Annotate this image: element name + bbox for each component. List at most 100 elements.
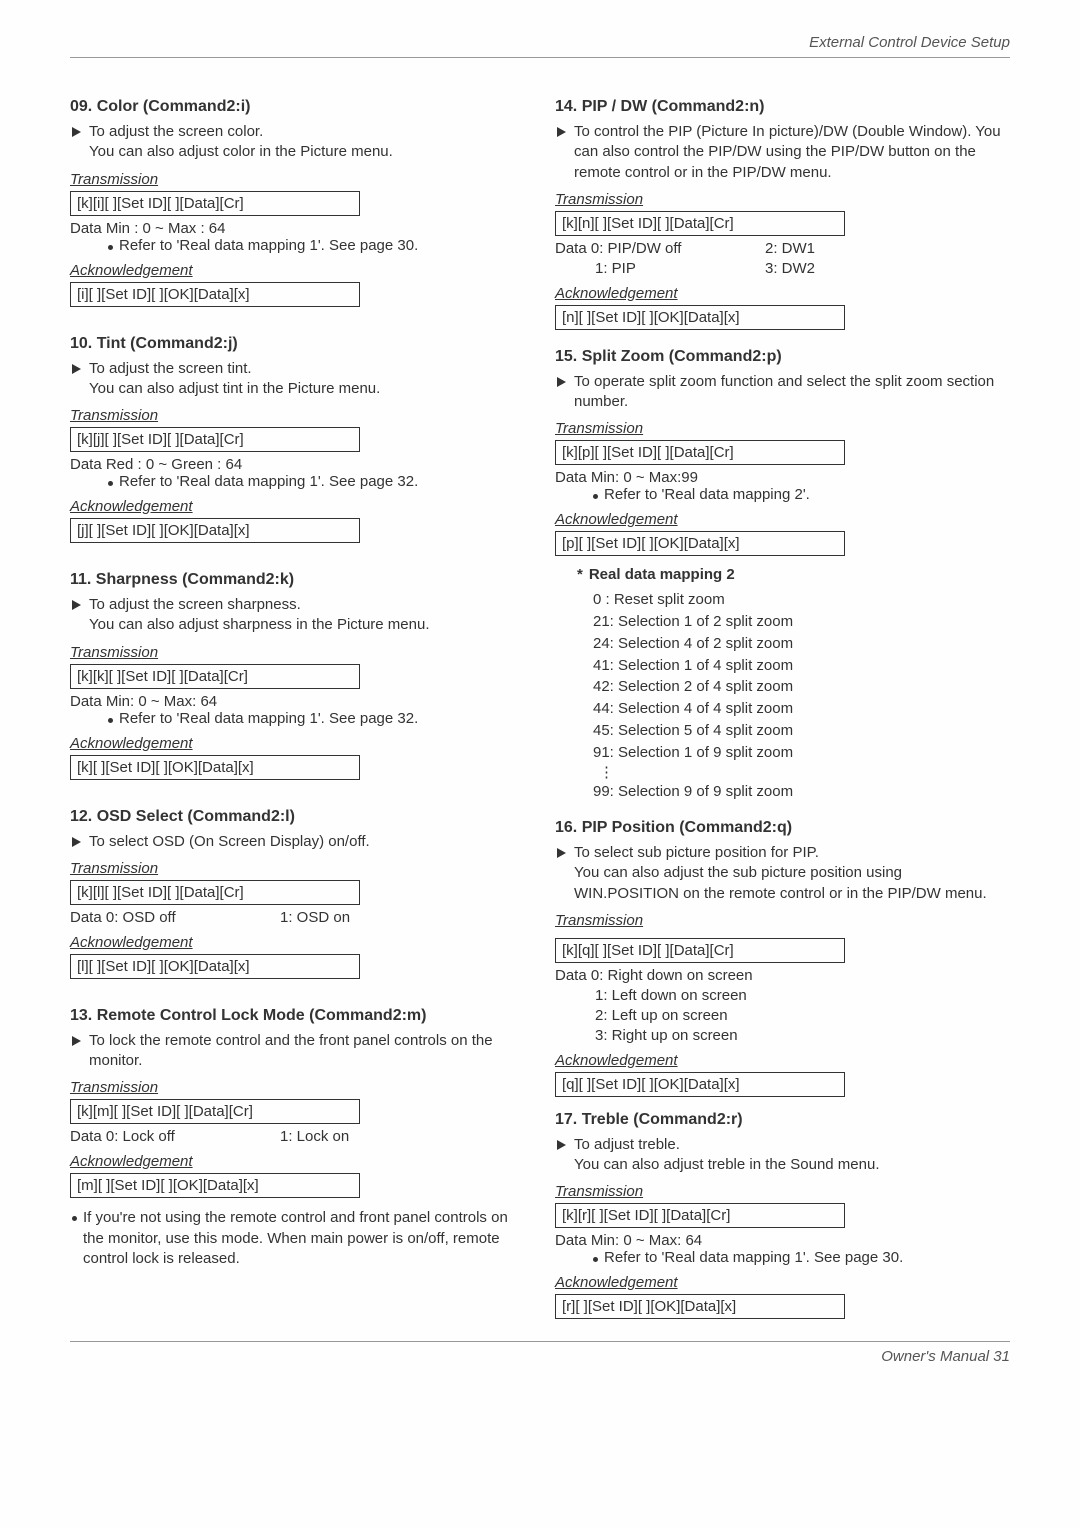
section-title-14: 14. PIP / DW (Command2:n) bbox=[555, 98, 1010, 116]
column-left: 09. Color (Command2:i) To adjust the scr… bbox=[70, 80, 525, 1323]
ack-label: Acknowledgement bbox=[555, 511, 1010, 528]
tx-code-box: [k][r][ ][Set ID][ ][Data][Cr] bbox=[555, 1203, 845, 1228]
tx-code-box: [k][q][ ][Set ID][ ][Data][Cr] bbox=[555, 938, 845, 963]
data-line: Data Min: 0 ~ Max:99 bbox=[555, 469, 1010, 486]
map-item: 41: Selection 1 of 4 split zoom bbox=[593, 655, 1010, 677]
ack-code-box: [i][ ][Set ID][ ][OK][Data][x] bbox=[70, 282, 360, 307]
section-title-11: 11. Sharpness (Command2:k) bbox=[70, 571, 525, 589]
desc-text: To select sub picture position for PIP. bbox=[574, 844, 819, 861]
ack-label: Acknowledgement bbox=[70, 735, 525, 752]
tx-code-box: [k][p][ ][Set ID][ ][Data][Cr] bbox=[555, 440, 845, 465]
ack-label: Acknowledgement bbox=[70, 1153, 525, 1170]
map-item: 99: Selection 9 of 9 split zoom bbox=[593, 781, 1010, 803]
mapping-title-text: Real data mapping 2 bbox=[589, 566, 735, 583]
ack-label: Acknowledgement bbox=[70, 262, 525, 279]
data-line: Data Min : 0 ~ Max : 64 bbox=[70, 220, 525, 237]
data-two-col: Data 0: OSD off 1: OSD on bbox=[70, 909, 525, 926]
data-right: 3: DW2 bbox=[765, 260, 815, 277]
data-line: Data Min: 0 ~ Max: 64 bbox=[555, 1232, 1010, 1249]
ack-label: Acknowledgement bbox=[70, 498, 525, 515]
ack-label: Acknowledgement bbox=[555, 285, 1010, 302]
bullet-text: Refer to 'Real data mapping 1'. See page… bbox=[119, 473, 418, 490]
section-title-13: 13. Remote Control Lock Mode (Command2:m… bbox=[70, 1007, 525, 1025]
data-left: Data 0: OSD off bbox=[70, 909, 280, 926]
desc-text: To operate split zoom function and selec… bbox=[574, 372, 1010, 413]
transmission-label: Transmission bbox=[70, 1079, 525, 1096]
ack-code-box: [q][ ][Set ID][ ][OK][Data][x] bbox=[555, 1072, 845, 1097]
bullet-row: Refer to 'Real data mapping 1'. See page… bbox=[108, 237, 525, 254]
section-title-17: 17. Treble (Command2:r) bbox=[555, 1111, 1010, 1129]
transmission-label: Transmission bbox=[555, 1183, 1010, 1200]
divider-bottom bbox=[70, 1341, 1010, 1342]
tx-code-box: [k][l][ ][Set ID][ ][Data][Cr] bbox=[70, 880, 360, 905]
tx-code-box: [k][m][ ][Set ID][ ][Data][Cr] bbox=[70, 1099, 360, 1124]
ack-code-box: [r][ ][Set ID][ ][OK][Data][x] bbox=[555, 1294, 845, 1319]
desc-text: To control the PIP (Picture In picture)/… bbox=[574, 122, 1010, 183]
tx-code-box: [k][i][ ][Set ID][ ][Data][Cr] bbox=[70, 191, 360, 216]
dot-icon bbox=[108, 481, 113, 486]
desc-text: To adjust the screen tint. bbox=[89, 360, 252, 377]
desc-17: To adjust treble. You can also adjust tr… bbox=[557, 1135, 1010, 1176]
mapping-list: 0 : Reset split zoom 21: Selection 1 of … bbox=[593, 589, 1010, 763]
dot-icon bbox=[593, 494, 598, 499]
page-header: External Control Device Setup bbox=[70, 34, 1010, 57]
data-line: Data Red : 0 ~ Green : 64 bbox=[70, 456, 525, 473]
star-icon: * bbox=[577, 566, 583, 583]
desc-text: To adjust treble. bbox=[574, 1136, 680, 1153]
data-row2: 1: PIP 3: DW2 bbox=[555, 260, 1010, 277]
desc-text: To select OSD (On Screen Display) on/off… bbox=[89, 832, 370, 852]
triangle-icon bbox=[72, 364, 81, 374]
map-item: 45: Selection 5 of 4 split zoom bbox=[593, 720, 1010, 742]
mapping-list-last: 99: Selection 9 of 9 split zoom bbox=[593, 781, 1010, 803]
ack-label: Acknowledgement bbox=[70, 934, 525, 951]
desc-13: To lock the remote control and the front… bbox=[72, 1031, 525, 1072]
map-item: 21: Selection 1 of 2 split zoom bbox=[593, 611, 1010, 633]
triangle-icon bbox=[72, 837, 81, 847]
bullet-text: Refer to 'Real data mapping 2'. bbox=[604, 486, 810, 503]
data-right: 1: Lock on bbox=[280, 1128, 349, 1145]
desc-text: To lock the remote control and the front… bbox=[89, 1031, 525, 1072]
ack-code-box: [m][ ][Set ID][ ][OK][Data][x] bbox=[70, 1173, 360, 1198]
vertical-dots-icon: ⋮ bbox=[599, 763, 1010, 781]
data-two-col: Data 0: Lock off 1: Lock on bbox=[70, 1128, 525, 1145]
column-right: 14. PIP / DW (Command2:n) To control the… bbox=[555, 80, 1010, 1323]
transmission-label: Transmission bbox=[70, 644, 525, 661]
desc-11: To adjust the screen sharpness. You can … bbox=[72, 595, 525, 636]
data-line: Data 0: Right down on screen bbox=[555, 967, 1010, 984]
mapping-title: * Real data mapping 2 bbox=[577, 566, 1010, 583]
transmission-label: Transmission bbox=[70, 171, 525, 188]
ack-code-box: [k][ ][Set ID][ ][OK][Data][x] bbox=[70, 755, 360, 780]
tx-code-box: [k][k][ ][Set ID][ ][Data][Cr] bbox=[70, 664, 360, 689]
divider-top bbox=[70, 57, 1010, 58]
desc-text: To adjust the screen color. bbox=[89, 123, 263, 140]
dot-icon bbox=[108, 718, 113, 723]
desc-15: To operate split zoom function and selec… bbox=[557, 372, 1010, 413]
triangle-icon bbox=[557, 127, 566, 137]
triangle-icon bbox=[557, 377, 566, 387]
transmission-label: Transmission bbox=[555, 912, 1010, 929]
desc-12: To select OSD (On Screen Display) on/off… bbox=[72, 832, 525, 852]
desc-text: You can also adjust the sub picture posi… bbox=[574, 864, 987, 901]
columns: 09. Color (Command2:i) To adjust the scr… bbox=[70, 80, 1010, 1323]
section-title-16: 16. PIP Position (Command2:q) bbox=[555, 819, 1010, 837]
section-title-09: 09. Color (Command2:i) bbox=[70, 98, 525, 116]
ack-label: Acknowledgement bbox=[555, 1052, 1010, 1069]
section-title-10: 10. Tint (Command2:j) bbox=[70, 335, 525, 353]
dot-icon bbox=[72, 1216, 77, 1221]
transmission-label: Transmission bbox=[555, 191, 1010, 208]
triangle-icon bbox=[557, 1140, 566, 1150]
desc-09: To adjust the screen color. You can also… bbox=[72, 122, 525, 163]
data-line: 2: Left up on screen bbox=[555, 1007, 1010, 1024]
map-item: 91: Selection 1 of 9 split zoom bbox=[593, 742, 1010, 764]
tx-code-box: [k][j][ ][Set ID][ ][Data][Cr] bbox=[70, 427, 360, 452]
triangle-icon bbox=[557, 848, 566, 858]
dot-icon bbox=[108, 245, 113, 250]
data-left: 1: PIP bbox=[555, 260, 765, 277]
transmission-label: Transmission bbox=[70, 407, 525, 424]
ack-code-box: [n][ ][Set ID][ ][OK][Data][x] bbox=[555, 305, 845, 330]
desc-text: You can also adjust treble in the Sound … bbox=[574, 1156, 880, 1173]
ack-code-box: [l][ ][Set ID][ ][OK][Data][x] bbox=[70, 954, 360, 979]
desc-text: You can also adjust tint in the Picture … bbox=[89, 380, 380, 397]
ack-label: Acknowledgement bbox=[555, 1274, 1010, 1291]
transmission-label: Transmission bbox=[555, 420, 1010, 437]
